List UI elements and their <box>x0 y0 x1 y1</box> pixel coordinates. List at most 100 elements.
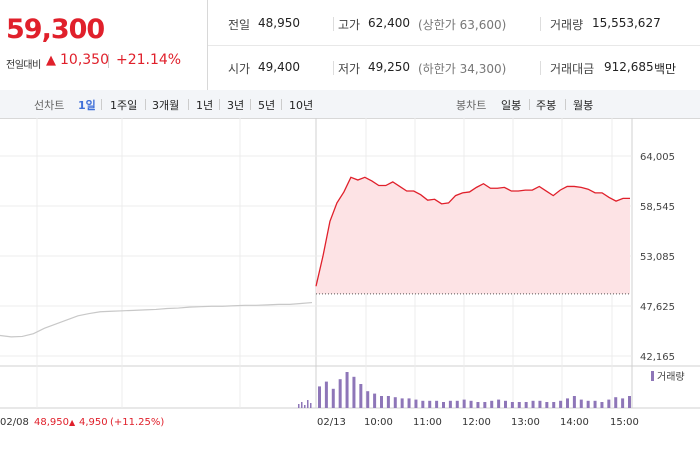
candle-tab-monthly[interactable]: 월봉 <box>573 99 594 112</box>
y-axis-labels: 64,005 58,545 53,085 47,625 42,165 <box>640 152 675 363</box>
volume-bar <box>517 402 521 408</box>
volume-label: 거래량 <box>550 18 584 32</box>
up-arrow-icon: ▲ <box>46 53 56 68</box>
divider <box>565 99 566 110</box>
x-tick-label: 14:00 <box>560 417 589 428</box>
up-arrow-icon: ▲ <box>69 418 76 427</box>
line-chart-label: 선차트 <box>34 99 65 112</box>
volume-bar <box>359 384 363 408</box>
prev-day-pct: (+11.25%) <box>110 417 164 428</box>
volume-bar <box>572 396 576 408</box>
volume-bar <box>469 400 473 408</box>
prev-day-line <box>0 301 313 338</box>
volume-bar <box>621 398 625 408</box>
volume-bar <box>298 404 300 408</box>
volume-legend: 거래량 <box>657 371 685 383</box>
volume-bar <box>566 398 569 408</box>
volume-bar <box>538 400 542 408</box>
volume-bar <box>455 400 459 408</box>
volume-bar <box>579 399 583 408</box>
divider <box>250 99 251 110</box>
candle-tab-weekly[interactable]: 주봉 <box>536 99 557 112</box>
divider <box>540 61 541 75</box>
volume-bar <box>607 399 611 408</box>
volume-bar <box>586 400 590 408</box>
volume-bar <box>414 399 418 408</box>
divider <box>529 99 530 110</box>
range-tab-1y[interactable]: 1년 <box>196 99 214 112</box>
divider <box>333 17 334 31</box>
price-summary: 전일 48,950 고가 62,400 (상한가 63,600) 거래량 15,… <box>207 0 700 90</box>
volume-bar <box>545 402 549 408</box>
divider <box>208 45 700 46</box>
trade-value-label: 거래대금 <box>550 62 595 76</box>
volume-bar <box>373 393 377 408</box>
change-amount: 10,350 <box>60 52 109 68</box>
chart-area <box>316 177 630 295</box>
candle-tab-daily[interactable]: 일봉 <box>501 99 522 112</box>
volume-bar <box>366 391 370 408</box>
volume-bar <box>301 402 303 408</box>
divider <box>101 99 102 110</box>
volume-bar <box>307 400 309 408</box>
open-label: 시가 <box>228 62 251 76</box>
volume-bar <box>324 381 328 408</box>
x-tick-label: 15:00 <box>610 417 639 428</box>
volume-bar <box>552 402 556 408</box>
divider <box>145 99 146 110</box>
prev-close-value: 48,950 <box>258 16 300 30</box>
volume-bar <box>614 397 618 408</box>
divider <box>219 99 220 110</box>
volume-bars: 거래량 <box>298 371 685 408</box>
upper-limit: (상한가 63,600) <box>418 18 507 32</box>
volume-legend-swatch <box>651 371 654 381</box>
range-tab-10y[interactable]: 10년 <box>289 99 314 112</box>
prev-day-date: 02/08 <box>0 417 29 428</box>
chart-toolbar: 선차트 1일 1주일 3개월 1년 3년 5년 10년 봉차트 일봉 주봉 월봉 <box>0 90 700 119</box>
volume-bar <box>407 398 411 408</box>
volume-bar <box>352 376 356 408</box>
volume-bar <box>524 402 528 408</box>
range-tab-5y[interactable]: 5년 <box>258 99 276 112</box>
divider <box>281 99 282 110</box>
change-label: 전일대비 <box>6 60 41 71</box>
x-tick-label: 13:00 <box>511 417 540 428</box>
y-tick-label: 42,165 <box>640 352 675 363</box>
y-tick-label: 64,005 <box>640 152 675 163</box>
divider <box>333 61 334 75</box>
range-tab-1d[interactable]: 1일 <box>78 99 96 112</box>
volume-bar <box>345 372 349 408</box>
y-tick-label: 47,625 <box>640 302 675 313</box>
chart-lines <box>0 176 630 338</box>
x-tick-label: 11:00 <box>413 417 442 428</box>
volume-bar <box>462 399 466 408</box>
volume-bar <box>428 400 432 408</box>
low-label: 저가 <box>338 62 361 76</box>
range-tab-1w[interactable]: 1주일 <box>110 99 138 112</box>
price-chart[interactable]: 64,005 58,545 53,085 47,625 42,165 거래량 02/08… <box>0 118 700 450</box>
volume-bar <box>435 400 439 408</box>
volume-bar <box>476 402 480 408</box>
y-tick-label: 53,085 <box>640 252 675 263</box>
high-value: 62,400 <box>368 16 410 30</box>
volume-bar <box>310 403 312 408</box>
volume-bar <box>497 399 501 408</box>
volume-bar <box>490 400 494 408</box>
volume-bar <box>331 388 335 408</box>
range-tab-3m[interactable]: 3개월 <box>152 99 180 112</box>
x-axis-labels: 02/08 48,950 ▲ 4,950 (+11.25%) 02/13 10:00 11:0… <box>0 417 639 428</box>
range-tab-3y[interactable]: 3년 <box>227 99 245 112</box>
volume-bar <box>448 400 452 408</box>
low-value: 49,250 <box>368 60 410 74</box>
prev-day-change: 4,950 <box>79 417 108 428</box>
divider <box>188 99 189 110</box>
volume-bar <box>593 400 597 408</box>
volume-bar <box>386 396 390 408</box>
volume-bar <box>380 396 383 408</box>
current-price: 59,300 <box>6 14 105 45</box>
x-tick-label: 10:00 <box>364 417 393 428</box>
trade-value: 912,685 <box>604 60 654 74</box>
volume-bar <box>400 398 404 408</box>
change-percent: +21.14% <box>116 52 182 68</box>
volume-bar <box>510 402 514 408</box>
